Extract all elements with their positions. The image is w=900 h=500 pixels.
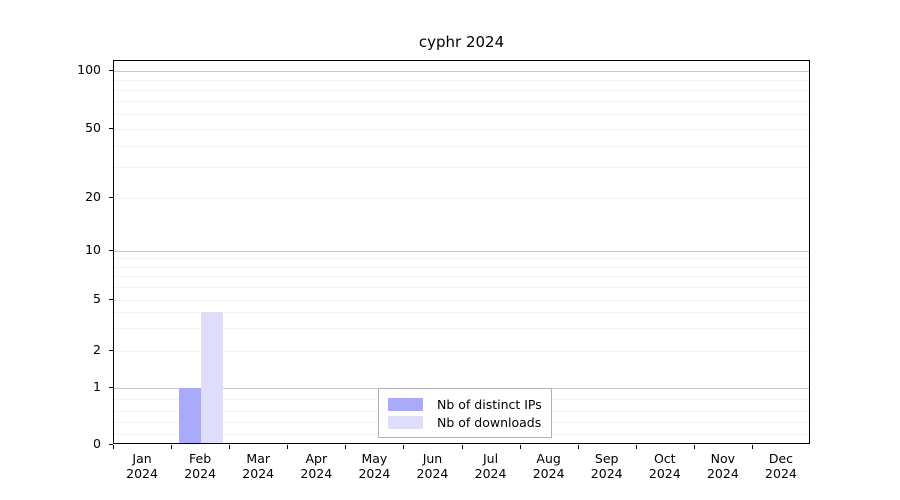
x-axis-tick-mark — [287, 445, 289, 449]
y-axis-tick-label: 50 — [85, 120, 101, 135]
bar-downloads — [201, 312, 224, 443]
x-axis-tick-mark — [345, 445, 347, 449]
y-axis-tick-label: 1 — [93, 379, 101, 394]
gridline-major — [114, 129, 809, 130]
x-axis-tick-label: May 2024 — [344, 451, 404, 481]
gridline-minor — [114, 146, 809, 147]
x-axis-tick-mark — [113, 445, 115, 449]
legend-swatch — [388, 397, 423, 411]
y-axis-tick-label: 0 — [93, 436, 101, 451]
x-axis-tick-year: 2024 — [416, 466, 449, 481]
gridline-minor — [114, 258, 809, 259]
gridline-major — [114, 351, 809, 352]
x-axis-tick-mark — [636, 445, 638, 449]
x-axis-tick-label: Jun 2024 — [402, 451, 462, 481]
chart-title: cyphr 2024 — [418, 33, 505, 51]
x-axis-tick-label: Sep 2024 — [577, 451, 637, 481]
x-axis-tick-year: 2024 — [184, 466, 217, 481]
gridline-minor — [114, 267, 809, 268]
x-axis-tick-year: 2024 — [474, 466, 507, 481]
gridline-minor — [114, 167, 809, 168]
y-axis-tick-mark — [109, 250, 113, 252]
gridline-minor — [114, 101, 809, 102]
gridline-minor — [114, 312, 809, 313]
gridline-major — [114, 300, 809, 301]
y-axis-tick-label: 2 — [93, 342, 101, 357]
x-axis-tick-mark — [578, 445, 580, 449]
x-axis-tick-month: Jul — [482, 451, 499, 466]
x-axis-tick-year: 2024 — [126, 466, 158, 481]
y-axis-tick-mark — [109, 128, 113, 130]
x-axis-tick-label: Nov 2024 — [693, 451, 753, 481]
x-axis-tick-month: Feb — [189, 451, 212, 466]
x-axis-tick-label: Apr 2024 — [286, 451, 346, 481]
y-axis-tick-mark — [109, 387, 113, 389]
y-axis-tick-mark — [109, 350, 113, 352]
x-axis-tick-month: Aug — [536, 451, 561, 466]
x-axis-tick-month: Oct — [653, 451, 676, 466]
x-axis-tick-label: Dec 2024 — [751, 451, 811, 481]
x-axis-tick-mark — [752, 445, 754, 449]
y-axis-tick-label: 5 — [93, 291, 101, 306]
x-axis-tick-mark — [171, 445, 173, 449]
x-axis-tick-year: 2024 — [358, 466, 391, 481]
gridline-minor — [114, 328, 809, 329]
gridline-minor — [114, 287, 809, 288]
x-axis: Jan 2024 Feb 2024 Mar 2024 Apr 2024 May 2024 Jun 20… — [113, 445, 810, 495]
x-axis-tick-month: May — [361, 451, 388, 466]
gridline-minor — [114, 114, 809, 115]
legend-item: Nb of distinct IPs — [388, 395, 542, 413]
x-axis-tick-mark — [462, 445, 464, 449]
y-axis-tick-label: 20 — [85, 189, 101, 204]
y-axis-tick-label: 100 — [77, 62, 101, 77]
legend-label: Nb of distinct IPs — [437, 396, 542, 412]
y-axis-tick-marks — [109, 60, 113, 446]
x-axis-tick-mark — [694, 445, 696, 449]
y-axis-tick-mark — [109, 299, 113, 301]
y-axis-tick-mark — [109, 444, 113, 446]
x-axis-tick-mark — [229, 445, 231, 449]
bar-distinct-ips — [179, 388, 202, 443]
x-axis-tick-year: 2024 — [706, 466, 739, 481]
x-axis-tick-month: Dec — [768, 451, 794, 466]
x-axis-tick-year: 2024 — [590, 466, 623, 481]
x-axis-tick-month: Jun — [422, 451, 443, 466]
legend-swatch — [388, 415, 423, 429]
x-axis-tick-mark — [520, 445, 522, 449]
gridline-decade — [114, 251, 809, 252]
x-axis-tick-month: Mar — [246, 451, 270, 466]
gridline-minor — [114, 80, 809, 81]
x-axis-tick-month: Nov — [710, 451, 736, 466]
gridline-minor — [114, 90, 809, 91]
x-axis-tick-label: Feb 2024 — [170, 451, 230, 481]
y-axis: 0 1 2 5 10 20 50 100 — [0, 60, 113, 450]
y-axis-tick-mark — [109, 70, 113, 72]
x-axis-tick-year: 2024 — [532, 466, 565, 481]
x-axis-tick-year: 2024 — [300, 466, 333, 481]
x-axis-tick-year: 2024 — [242, 466, 275, 481]
x-axis-tick-month: Jan — [132, 451, 152, 466]
gridline-major — [114, 198, 809, 199]
legend-label: Nb of downloads — [437, 414, 542, 430]
gridline-minor — [114, 276, 809, 277]
x-axis-tick-label: Jul 2024 — [461, 451, 521, 481]
y-axis-tick-label: 10 — [85, 242, 101, 257]
plot-area — [113, 60, 810, 444]
x-axis-tick-label: Jan 2024 — [112, 451, 172, 481]
x-axis-tick-label: Aug 2024 — [519, 451, 579, 481]
gridline-decade — [114, 71, 809, 72]
x-axis-tick-month: Apr — [305, 451, 328, 466]
x-axis-tick-year: 2024 — [648, 466, 681, 481]
x-axis-tick-month: Sep — [594, 451, 619, 466]
x-axis-tick-year: 2024 — [765, 466, 797, 481]
x-axis-tick-label: Oct 2024 — [635, 451, 695, 481]
y-axis-tick-mark — [109, 197, 113, 199]
legend-item: Nb of downloads — [388, 413, 542, 431]
x-axis-tick-label: Mar 2024 — [228, 451, 288, 481]
x-axis-tick-mark — [403, 445, 405, 449]
chart-legend: Nb of distinct IPs Nb of downloads — [378, 388, 552, 438]
